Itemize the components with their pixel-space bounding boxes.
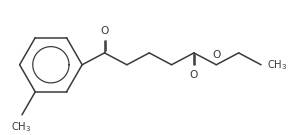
Text: O: O bbox=[212, 50, 221, 60]
Text: O: O bbox=[100, 26, 109, 36]
Text: CH$_3$: CH$_3$ bbox=[267, 58, 288, 72]
Text: O: O bbox=[190, 70, 198, 80]
Text: CH$_3$: CH$_3$ bbox=[11, 120, 31, 134]
